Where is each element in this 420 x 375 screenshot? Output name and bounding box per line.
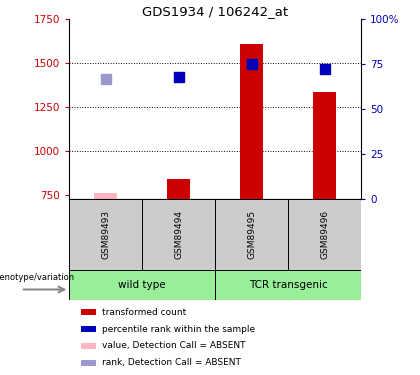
Text: value, Detection Call = ABSENT: value, Detection Call = ABSENT (102, 341, 245, 350)
Text: genotype/variation: genotype/variation (0, 273, 75, 282)
Text: percentile rank within the sample: percentile rank within the sample (102, 324, 255, 334)
Bar (167, 179, 190, 199)
Bar (215, 199, 288, 270)
Bar (94, 193, 118, 199)
Text: GSM89495: GSM89495 (247, 210, 256, 259)
Text: TCR transgenic: TCR transgenic (249, 280, 328, 290)
Point (102, 76, 109, 82)
Point (248, 61, 255, 67)
Bar (69, 270, 215, 300)
Bar (313, 92, 336, 199)
Bar (81, 343, 96, 349)
Point (176, 74, 182, 80)
Bar (81, 360, 96, 366)
Bar (288, 199, 361, 270)
Bar (81, 326, 96, 332)
Bar (69, 199, 142, 270)
Text: GSM89494: GSM89494 (174, 210, 183, 259)
Bar (142, 199, 215, 270)
Text: transformed count: transformed count (102, 308, 186, 316)
Title: GDS1934 / 106242_at: GDS1934 / 106242_at (142, 4, 288, 18)
Text: wild type: wild type (118, 280, 166, 290)
Bar (215, 270, 361, 300)
Text: GSM89496: GSM89496 (320, 210, 329, 259)
Point (321, 66, 328, 72)
Bar (240, 44, 263, 199)
Bar (81, 309, 96, 315)
Text: rank, Detection Call = ABSENT: rank, Detection Call = ABSENT (102, 358, 241, 368)
Text: GSM89493: GSM89493 (101, 210, 110, 259)
